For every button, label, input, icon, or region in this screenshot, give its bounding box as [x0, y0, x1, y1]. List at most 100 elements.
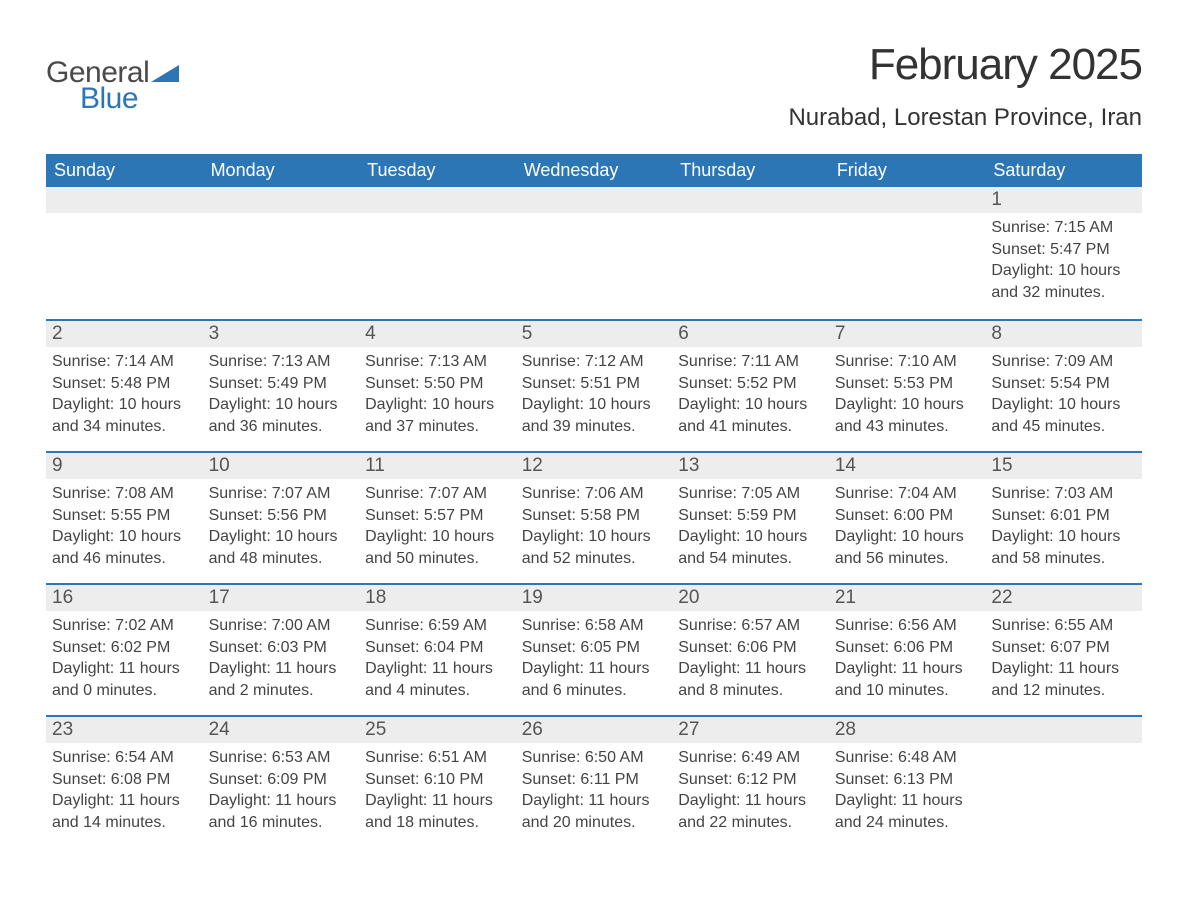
sunrise-line: Sunrise: 6:53 AM — [209, 747, 354, 769]
daylight-line: Daylight: 11 hours and 14 minutes. — [52, 790, 197, 833]
sunset-line: Sunset: 6:03 PM — [209, 637, 354, 659]
calendar-cell: 17Sunrise: 7:00 AMSunset: 6:03 PMDayligh… — [203, 583, 360, 715]
day-number: 15 — [985, 451, 1142, 479]
sunrise-line: Sunrise: 7:06 AM — [522, 483, 667, 505]
sunset-line: Sunset: 6:10 PM — [365, 769, 510, 791]
day-details: Sunrise: 7:14 AMSunset: 5:48 PMDaylight:… — [46, 347, 203, 437]
sunrise-line: Sunrise: 6:48 AM — [835, 747, 980, 769]
day-number: 13 — [672, 451, 829, 479]
day-details: Sunrise: 7:08 AMSunset: 5:55 PMDaylight:… — [46, 479, 203, 569]
calendar-cell: 15Sunrise: 7:03 AMSunset: 6:01 PMDayligh… — [985, 451, 1142, 583]
sunset-line: Sunset: 6:04 PM — [365, 637, 510, 659]
sunrise-line: Sunrise: 7:07 AM — [209, 483, 354, 505]
sunset-line: Sunset: 6:05 PM — [522, 637, 667, 659]
day-number — [985, 715, 1142, 743]
sunrise-line: Sunrise: 7:02 AM — [52, 615, 197, 637]
daylight-line: Daylight: 10 hours and 46 minutes. — [52, 526, 197, 569]
day-details: Sunrise: 7:05 AMSunset: 5:59 PMDaylight:… — [672, 479, 829, 569]
daylight-line: Daylight: 11 hours and 16 minutes. — [209, 790, 354, 833]
calendar-cell: 14Sunrise: 7:04 AMSunset: 6:00 PMDayligh… — [829, 451, 986, 583]
calendar-cell — [829, 187, 986, 319]
day-number: 8 — [985, 319, 1142, 347]
calendar-cell: 10Sunrise: 7:07 AMSunset: 5:56 PMDayligh… — [203, 451, 360, 583]
logo-text-blue: Blue — [80, 82, 177, 116]
sunset-line: Sunset: 5:54 PM — [991, 373, 1136, 395]
calendar-cell: 2Sunrise: 7:14 AMSunset: 5:48 PMDaylight… — [46, 319, 203, 451]
sunset-line: Sunset: 5:52 PM — [678, 373, 823, 395]
calendar-cell: 19Sunrise: 6:58 AMSunset: 6:05 PMDayligh… — [516, 583, 673, 715]
calendar-cell: 12Sunrise: 7:06 AMSunset: 5:58 PMDayligh… — [516, 451, 673, 583]
title-block: February 2025 Nurabad, Lorestan Province… — [788, 40, 1142, 132]
day-number: 25 — [359, 715, 516, 743]
daylight-line: Daylight: 10 hours and 50 minutes. — [365, 526, 510, 569]
day-details: Sunrise: 6:53 AMSunset: 6:09 PMDaylight:… — [203, 743, 360, 833]
calendar-week: 23Sunrise: 6:54 AMSunset: 6:08 PMDayligh… — [46, 715, 1142, 847]
day-header: Wednesday — [516, 154, 673, 187]
day-header: Saturday — [985, 154, 1142, 187]
calendar-cell: 22Sunrise: 6:55 AMSunset: 6:07 PMDayligh… — [985, 583, 1142, 715]
sunset-line: Sunset: 6:06 PM — [678, 637, 823, 659]
daylight-line: Daylight: 11 hours and 18 minutes. — [365, 790, 510, 833]
day-details: Sunrise: 7:11 AMSunset: 5:52 PMDaylight:… — [672, 347, 829, 437]
sunset-line: Sunset: 5:59 PM — [678, 505, 823, 527]
calendar-cell: 9Sunrise: 7:08 AMSunset: 5:55 PMDaylight… — [46, 451, 203, 583]
day-header: Monday — [203, 154, 360, 187]
daylight-line: Daylight: 11 hours and 22 minutes. — [678, 790, 823, 833]
sunrise-line: Sunrise: 6:54 AM — [52, 747, 197, 769]
day-header: Tuesday — [359, 154, 516, 187]
daylight-line: Daylight: 11 hours and 6 minutes. — [522, 658, 667, 701]
day-number — [203, 187, 360, 213]
day-details: Sunrise: 7:00 AMSunset: 6:03 PMDaylight:… — [203, 611, 360, 701]
sunrise-line: Sunrise: 7:04 AM — [835, 483, 980, 505]
sunset-line: Sunset: 6:09 PM — [209, 769, 354, 791]
calendar-cell: 26Sunrise: 6:50 AMSunset: 6:11 PMDayligh… — [516, 715, 673, 847]
day-header: Friday — [829, 154, 986, 187]
daylight-line: Daylight: 11 hours and 24 minutes. — [835, 790, 980, 833]
daylight-line: Daylight: 10 hours and 39 minutes. — [522, 394, 667, 437]
sunrise-line: Sunrise: 6:55 AM — [991, 615, 1136, 637]
daylight-line: Daylight: 10 hours and 58 minutes. — [991, 526, 1136, 569]
daylight-line: Daylight: 11 hours and 8 minutes. — [678, 658, 823, 701]
sunrise-line: Sunrise: 7:11 AM — [678, 351, 823, 373]
sunrise-line: Sunrise: 6:50 AM — [522, 747, 667, 769]
day-details: Sunrise: 6:55 AMSunset: 6:07 PMDaylight:… — [985, 611, 1142, 701]
sunrise-line: Sunrise: 6:59 AM — [365, 615, 510, 637]
day-details: Sunrise: 7:04 AMSunset: 6:00 PMDaylight:… — [829, 479, 986, 569]
day-details: Sunrise: 7:13 AMSunset: 5:49 PMDaylight:… — [203, 347, 360, 437]
sunset-line: Sunset: 6:11 PM — [522, 769, 667, 791]
day-number: 17 — [203, 583, 360, 611]
daylight-line: Daylight: 10 hours and 54 minutes. — [678, 526, 823, 569]
day-details: Sunrise: 7:15 AMSunset: 5:47 PMDaylight:… — [985, 213, 1142, 303]
sunset-line: Sunset: 5:50 PM — [365, 373, 510, 395]
sunrise-line: Sunrise: 7:09 AM — [991, 351, 1136, 373]
calendar-cell: 27Sunrise: 6:49 AMSunset: 6:12 PMDayligh… — [672, 715, 829, 847]
day-header-row: SundayMondayTuesdayWednesdayThursdayFrid… — [46, 154, 1142, 187]
calendar-cell — [359, 187, 516, 319]
sunrise-line: Sunrise: 6:49 AM — [678, 747, 823, 769]
day-number — [829, 187, 986, 213]
daylight-line: Daylight: 10 hours and 41 minutes. — [678, 394, 823, 437]
sunset-line: Sunset: 6:12 PM — [678, 769, 823, 791]
header: General Blue February 2025 Nurabad, Lore… — [46, 40, 1142, 132]
day-details: Sunrise: 6:50 AMSunset: 6:11 PMDaylight:… — [516, 743, 673, 833]
calendar-cell: 5Sunrise: 7:12 AMSunset: 5:51 PMDaylight… — [516, 319, 673, 451]
daylight-line: Daylight: 10 hours and 32 minutes. — [991, 260, 1136, 303]
daylight-line: Daylight: 11 hours and 2 minutes. — [209, 658, 354, 701]
sunrise-line: Sunrise: 7:07 AM — [365, 483, 510, 505]
sunset-line: Sunset: 5:58 PM — [522, 505, 667, 527]
sunset-line: Sunset: 6:08 PM — [52, 769, 197, 791]
day-details: Sunrise: 6:57 AMSunset: 6:06 PMDaylight:… — [672, 611, 829, 701]
day-details: Sunrise: 7:02 AMSunset: 6:02 PMDaylight:… — [46, 611, 203, 701]
location-text: Nurabad, Lorestan Province, Iran — [788, 104, 1142, 132]
sunset-line: Sunset: 5:56 PM — [209, 505, 354, 527]
day-number: 26 — [516, 715, 673, 743]
calendar-cell: 24Sunrise: 6:53 AMSunset: 6:09 PMDayligh… — [203, 715, 360, 847]
day-number: 5 — [516, 319, 673, 347]
day-number: 18 — [359, 583, 516, 611]
daylight-line: Daylight: 11 hours and 12 minutes. — [991, 658, 1136, 701]
day-details: Sunrise: 7:12 AMSunset: 5:51 PMDaylight:… — [516, 347, 673, 437]
daylight-line: Daylight: 11 hours and 4 minutes. — [365, 658, 510, 701]
day-number: 11 — [359, 451, 516, 479]
day-number: 23 — [46, 715, 203, 743]
day-details: Sunrise: 6:51 AMSunset: 6:10 PMDaylight:… — [359, 743, 516, 833]
